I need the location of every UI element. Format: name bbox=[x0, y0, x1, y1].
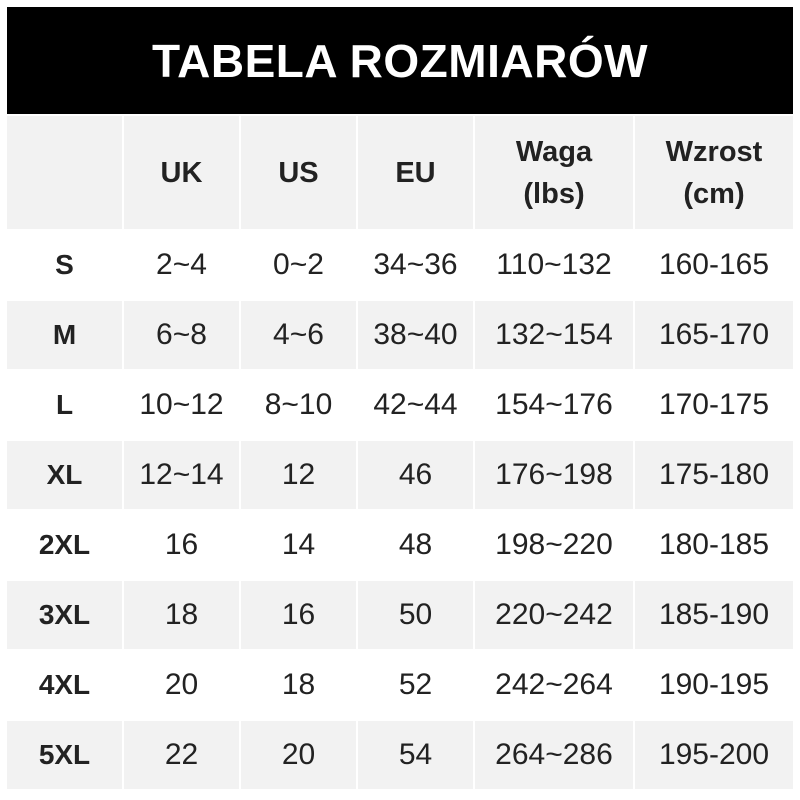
table-cell: 170-175 bbox=[635, 371, 793, 439]
table-cell: 38~40 bbox=[358, 301, 473, 369]
column-header-line: (cm) bbox=[683, 177, 745, 210]
column-header-line: UK bbox=[160, 156, 203, 189]
table-cell: 10~12 bbox=[124, 371, 239, 439]
size-label: 3XL bbox=[7, 581, 122, 649]
table-cell: 242~264 bbox=[475, 651, 633, 719]
table-cell: 8~10 bbox=[241, 371, 356, 439]
table-cell: 190-195 bbox=[635, 651, 793, 719]
table-cell: 175-180 bbox=[635, 441, 793, 509]
table-cell: 132~154 bbox=[475, 301, 633, 369]
title-bar: TABELA ROZMIARÓW bbox=[7, 7, 793, 114]
table-cell: 264~286 bbox=[475, 721, 633, 789]
page-title: TABELA ROZMIARÓW bbox=[151, 34, 649, 87]
table-cell: 48 bbox=[358, 511, 473, 579]
header-row: UK US EU Waga (lbs) Wzrost (cm) bbox=[7, 116, 793, 229]
table-row: 2XL 16 14 48 198~220 180-185 bbox=[7, 511, 793, 579]
table-cell: 6~8 bbox=[124, 301, 239, 369]
table-cell: 154~176 bbox=[475, 371, 633, 439]
table-cell: 12~14 bbox=[124, 441, 239, 509]
table-row: L 10~12 8~10 42~44 154~176 170-175 bbox=[7, 371, 793, 439]
table-cell: 50 bbox=[358, 581, 473, 649]
size-label: 5XL bbox=[7, 721, 122, 789]
table-cell: 110~132 bbox=[475, 231, 633, 299]
table-row: M 6~8 4~6 38~40 132~154 165-170 bbox=[7, 301, 793, 369]
table-cell: 14 bbox=[241, 511, 356, 579]
table-cell: 16 bbox=[241, 581, 356, 649]
table-cell: 180-185 bbox=[635, 511, 793, 579]
column-header-line: US bbox=[278, 156, 319, 189]
table-cell: 0~2 bbox=[241, 231, 356, 299]
table-cell: 52 bbox=[358, 651, 473, 719]
table-cell: 4~6 bbox=[241, 301, 356, 369]
size-label: S bbox=[7, 231, 122, 299]
size-label: M bbox=[7, 301, 122, 369]
table-cell: 20 bbox=[124, 651, 239, 719]
column-header: UK bbox=[124, 116, 239, 229]
table-cell: 220~242 bbox=[475, 581, 633, 649]
column-header: EU bbox=[358, 116, 473, 229]
column-header-line: (lbs) bbox=[523, 177, 585, 210]
table-row: 5XL 22 20 54 264~286 195-200 bbox=[7, 721, 793, 789]
table-cell: 46 bbox=[358, 441, 473, 509]
table-cell: 18 bbox=[241, 651, 356, 719]
column-header-line: Wzrost bbox=[665, 135, 763, 168]
size-table: UK US EU Waga (lbs) Wzrost (cm) S 2~4 0~2 34~36 11… bbox=[5, 114, 795, 791]
table-cell: 176~198 bbox=[475, 441, 633, 509]
table-cell: 22 bbox=[124, 721, 239, 789]
table-cell: 34~36 bbox=[358, 231, 473, 299]
table-row: XL 12~14 12 46 176~198 175-180 bbox=[7, 441, 793, 509]
table-row: 3XL 18 16 50 220~242 185-190 bbox=[7, 581, 793, 649]
table-cell: 12 bbox=[241, 441, 356, 509]
table-cell: 195-200 bbox=[635, 721, 793, 789]
table-cell: 18 bbox=[124, 581, 239, 649]
size-label: XL bbox=[7, 441, 122, 509]
table-cell: 20 bbox=[241, 721, 356, 789]
table-cell: 165-170 bbox=[635, 301, 793, 369]
table-cell: 42~44 bbox=[358, 371, 473, 439]
column-header bbox=[7, 116, 122, 229]
size-label: 2XL bbox=[7, 511, 122, 579]
column-header-line: EU bbox=[395, 156, 436, 189]
table-cell: 160-165 bbox=[635, 231, 793, 299]
table-cell: 198~220 bbox=[475, 511, 633, 579]
table-cell: 185-190 bbox=[635, 581, 793, 649]
column-header: US bbox=[241, 116, 356, 229]
column-header: Waga (lbs) bbox=[475, 116, 633, 229]
table-row: S 2~4 0~2 34~36 110~132 160-165 bbox=[7, 231, 793, 299]
size-label: 4XL bbox=[7, 651, 122, 719]
table-row: 4XL 20 18 52 242~264 190-195 bbox=[7, 651, 793, 719]
table-cell: 16 bbox=[124, 511, 239, 579]
size-label: L bbox=[7, 371, 122, 439]
table-cell: 54 bbox=[358, 721, 473, 789]
column-header-line: Waga bbox=[515, 135, 593, 168]
column-header: Wzrost (cm) bbox=[635, 116, 793, 229]
table-cell: 2~4 bbox=[124, 231, 239, 299]
